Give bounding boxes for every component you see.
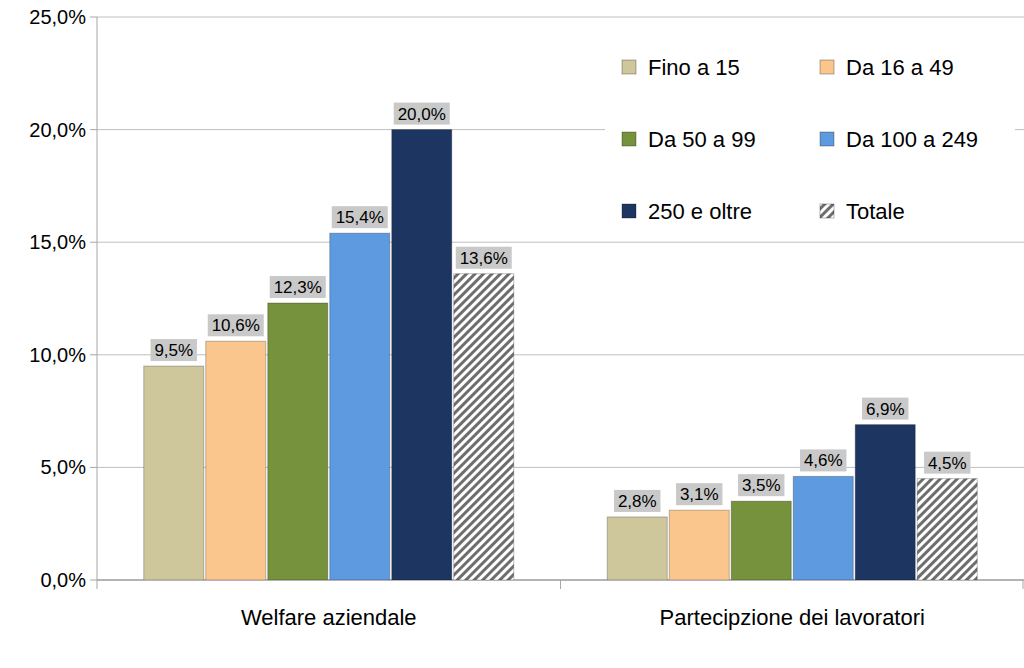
legend-marker <box>622 132 636 146</box>
data-label: 2,8% <box>618 492 657 511</box>
legend-marker <box>622 60 636 74</box>
data-label: 12,3% <box>274 278 322 297</box>
bar <box>144 366 204 580</box>
data-label: 4,5% <box>928 454 967 473</box>
bar <box>392 130 452 580</box>
tick-label: 15,0% <box>29 231 86 253</box>
category-label: Welfare aziendale <box>241 605 417 630</box>
category-label: Partecipzione dei lavoratori <box>660 605 925 630</box>
bar <box>669 510 729 580</box>
tick-label: 20,0% <box>29 119 86 141</box>
data-label: 13,6% <box>460 249 508 268</box>
bar <box>917 479 977 580</box>
tick-mark <box>90 467 97 468</box>
grid-line <box>97 17 1024 18</box>
data-label-bg <box>676 483 722 505</box>
data-label-bg <box>800 449 846 471</box>
bar <box>855 425 915 580</box>
chart: 0,0% 5,0% 10,0% 15,0% 20,0% 25,0% 9,5% 10,6% 12,… <box>0 0 1024 668</box>
bar <box>268 303 328 580</box>
data-label-bg <box>924 452 970 474</box>
bar <box>206 341 266 580</box>
tick-label: 10,0% <box>29 344 86 366</box>
tick-mark <box>90 242 97 243</box>
legend-label: Totale <box>846 199 905 224</box>
tick-mark <box>90 354 97 355</box>
legend: Fino a 15 Da 16 a 49 Da 50 a 99 Da 100 a 24… <box>605 38 1015 238</box>
bar <box>454 274 514 580</box>
category-tick <box>560 580 561 589</box>
data-label: 9,5% <box>154 341 193 360</box>
legend-marker <box>820 60 834 74</box>
legend-label: Fino a 15 <box>648 55 740 80</box>
bar <box>793 476 853 580</box>
category-tick <box>1023 580 1024 589</box>
data-label: 6,9% <box>866 400 905 419</box>
legend-marker <box>622 204 636 218</box>
legend-label: Da 50 a 99 <box>648 127 756 152</box>
data-label-bg <box>456 247 512 269</box>
data-label: 3,1% <box>680 485 719 504</box>
data-label: 20,0% <box>398 105 446 124</box>
legend-label: Da 100 a 249 <box>846 127 978 152</box>
tick-mark <box>90 17 97 18</box>
bar <box>731 501 791 580</box>
data-label-bg <box>151 339 197 361</box>
category-tick <box>97 580 98 589</box>
legend-label: Da 16 a 49 <box>846 55 954 80</box>
legend-box <box>605 38 1015 238</box>
tick-label: 5,0% <box>40 456 86 478</box>
legend-label: 250 e oltre <box>648 199 752 224</box>
tick-label: 0,0% <box>40 569 86 591</box>
data-label-bg <box>394 103 450 125</box>
grid-line <box>97 242 1024 243</box>
legend-marker <box>820 204 834 218</box>
bar <box>330 233 390 580</box>
tick-label: 25,0% <box>29 6 86 28</box>
data-label-bg <box>270 276 326 298</box>
data-label-bg <box>614 490 660 512</box>
data-label-bg <box>738 474 784 496</box>
data-label: 10,6% <box>212 316 260 335</box>
data-label-bg <box>862 398 908 420</box>
bar <box>607 517 667 580</box>
tick-mark <box>90 580 97 581</box>
data-label: 4,6% <box>804 451 843 470</box>
data-label: 15,4% <box>336 208 384 227</box>
y-axis <box>97 17 98 580</box>
legend-marker <box>820 132 834 146</box>
data-label-bg <box>208 314 264 336</box>
data-label: 3,5% <box>742 476 781 495</box>
tick-mark <box>90 129 97 130</box>
data-label-bg <box>332 206 388 228</box>
